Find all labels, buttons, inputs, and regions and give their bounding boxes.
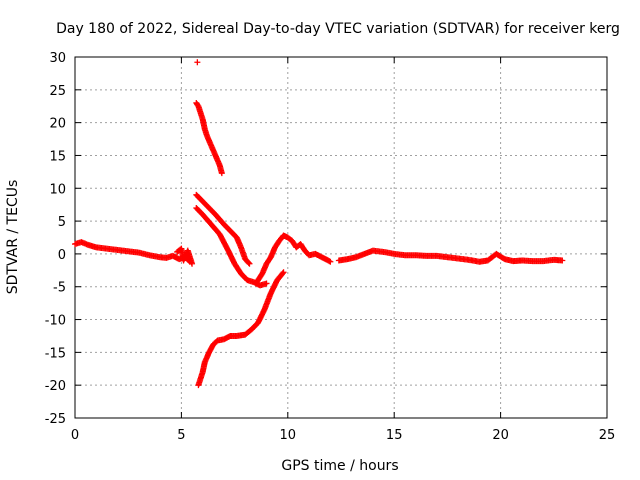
data-point [194,59,201,66]
data-point [218,170,225,177]
data-point [189,260,196,267]
y-tick-label: -25 [45,412,66,427]
y-tick-label: 5 [58,215,66,230]
x-tick-label: 5 [177,428,185,443]
data-point [280,269,287,276]
y-tick-label: -10 [45,314,66,329]
y-tick-label: 30 [49,51,66,66]
y-tick-label: 0 [58,248,66,263]
data-point [245,259,252,266]
y-tick-label: -5 [53,281,66,296]
data-points [72,59,566,389]
plot-frame [74,56,608,419]
data-point [326,258,333,265]
data-point [279,270,286,277]
data-point [263,280,270,287]
y-tick-label: -15 [45,346,66,361]
chart-title: Day 180 of 2022, Sidereal Day-to-day VTE… [56,21,620,37]
x-tick-label: 15 [386,428,403,443]
y-tick-label: -20 [45,379,66,394]
y-tick-label: 20 [49,117,66,132]
data-point [559,257,566,264]
y-axis-label: SDTVAR / TECUs [5,180,21,295]
x-tick-label: 0 [71,428,79,443]
y-tick-label: 10 [49,182,66,197]
x-tick-label: 10 [280,428,297,443]
y-tick-label: 15 [49,149,66,164]
ticks: 0 5 10 15 20 25 -25 -20 -15 -10 -5 0 5 10 15 20 25 30 [45,51,616,443]
x-axis-label: GPS time / hours [281,458,398,474]
grid [75,57,607,418]
data-point [327,258,334,265]
x-tick-label: 20 [492,428,509,443]
y-tick-label: 25 [49,84,66,99]
x-tick-label: 25 [599,428,616,443]
data-point [246,260,253,267]
